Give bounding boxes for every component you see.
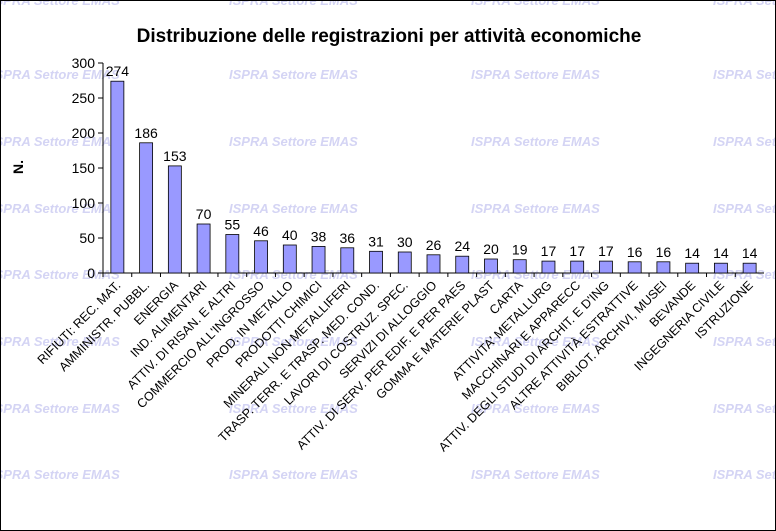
watermark-text: ISPRA Settore EMAS <box>713 467 776 482</box>
data-label: 19 <box>512 242 528 258</box>
watermark-text: ISPRA Settore EMAS <box>229 334 358 349</box>
watermark-text: ISPRA Settore EMAS <box>713 401 776 416</box>
data-label: 274 <box>106 63 130 79</box>
data-label: 36 <box>339 230 355 246</box>
watermark-text: ISPRA Settore EMAS <box>471 134 600 149</box>
y-tick-label: 100 <box>72 195 96 211</box>
watermark-text: ISPRA Settore EMAS <box>229 467 358 482</box>
bar <box>397 251 412 274</box>
watermark-text: ISPRA Settore EMAS <box>471 467 600 482</box>
watermark-text: ISPRA Settore EMAS <box>713 201 776 216</box>
watermark-text: ISPRA Settore EMAS <box>471 67 600 82</box>
bar <box>340 247 355 274</box>
watermark-text: ISPRA Settore EMAS <box>0 334 120 349</box>
watermark-text: ISPRA Settore EMAS <box>0 67 120 82</box>
watermark-text: ISPRA Settore EMAS <box>0 401 120 416</box>
y-tick-label: 0 <box>87 265 95 281</box>
y-axis-label: N. <box>10 160 26 174</box>
data-label: 14 <box>684 245 700 261</box>
bar <box>139 142 154 274</box>
watermark-text: ISPRA Settore EMAS <box>713 267 776 282</box>
data-label: 14 <box>742 245 758 261</box>
data-label: 153 <box>163 148 187 164</box>
watermark-text: ISPRA Settore EMAS <box>471 201 600 216</box>
bar <box>282 244 297 274</box>
bar <box>426 254 441 274</box>
bar <box>512 259 527 274</box>
data-label: 26 <box>426 237 442 253</box>
data-label: 46 <box>253 223 269 239</box>
watermark-text: ISPRA Settore EMAS <box>471 334 600 349</box>
bar <box>685 262 700 274</box>
data-label: 40 <box>282 227 298 243</box>
watermark-text: ISPRA Settore EMAS <box>471 267 600 282</box>
data-label: 17 <box>569 243 585 259</box>
watermark-text: ISPRA Settore EMAS <box>229 67 358 82</box>
bar <box>225 234 240 274</box>
watermark-text: ISPRA Settore EMAS <box>229 201 358 216</box>
data-label: 16 <box>656 244 672 260</box>
bar <box>599 260 613 274</box>
watermark-text: ISPRA Settore EMAS <box>229 0 358 8</box>
data-label: 20 <box>483 241 499 257</box>
data-label: 17 <box>598 243 614 259</box>
data-label: 17 <box>541 243 557 259</box>
bar <box>311 245 326 274</box>
data-label: 30 <box>397 234 413 250</box>
data-label: 14 <box>713 245 729 261</box>
bar <box>627 261 642 274</box>
bar <box>254 240 268 274</box>
bar <box>742 262 757 274</box>
y-tick-label: 300 <box>72 55 96 71</box>
data-label: 38 <box>311 228 327 244</box>
bar <box>713 262 728 274</box>
data-label: 16 <box>627 244 643 260</box>
bar <box>455 255 470 274</box>
watermark-text: ISPRA Settore EMAS <box>713 0 776 8</box>
bar <box>484 258 498 274</box>
bar <box>110 80 125 274</box>
watermark-text: ISPRA Settore EMAS <box>471 0 600 8</box>
bar <box>570 260 585 274</box>
y-tick-label: 200 <box>72 125 96 141</box>
bar <box>369 250 383 274</box>
watermark-text: ISPRA Settore EMAS <box>0 467 120 482</box>
chart-title: Distribuzione delle registrazioni per at… <box>137 26 642 47</box>
data-label: 70 <box>196 206 212 222</box>
watermark-text: ISPRA Settore EMAS <box>0 267 120 282</box>
y-tick-label: 50 <box>79 230 95 246</box>
y-tick-label: 150 <box>72 160 96 176</box>
data-label: 55 <box>225 217 241 233</box>
bar <box>656 261 671 274</box>
bar <box>167 165 182 274</box>
bar <box>196 223 211 274</box>
watermark-text: ISPRA Settore EMAS <box>0 201 120 216</box>
watermark-text: ISPRA Settore EMAS <box>713 134 776 149</box>
data-label: 31 <box>368 233 384 249</box>
y-tick-label: 250 <box>72 90 96 106</box>
watermark-text: ISPRA Settore EMAS <box>229 401 358 416</box>
watermark-text: ISPRA Settore EMAS <box>471 401 600 416</box>
watermark-text: ISPRA Settore EMAS <box>713 67 776 82</box>
watermark-text: ISPRA Settore EMAS <box>0 0 120 8</box>
data-label: 24 <box>454 238 470 254</box>
watermark-text: ISPRA Settore EMAS <box>0 134 120 149</box>
data-label: 186 <box>134 125 158 141</box>
bar <box>541 260 556 274</box>
watermark-text: ISPRA Settore EMAS <box>713 334 776 349</box>
watermark-text: ISPRA Settore EMAS <box>229 134 358 149</box>
